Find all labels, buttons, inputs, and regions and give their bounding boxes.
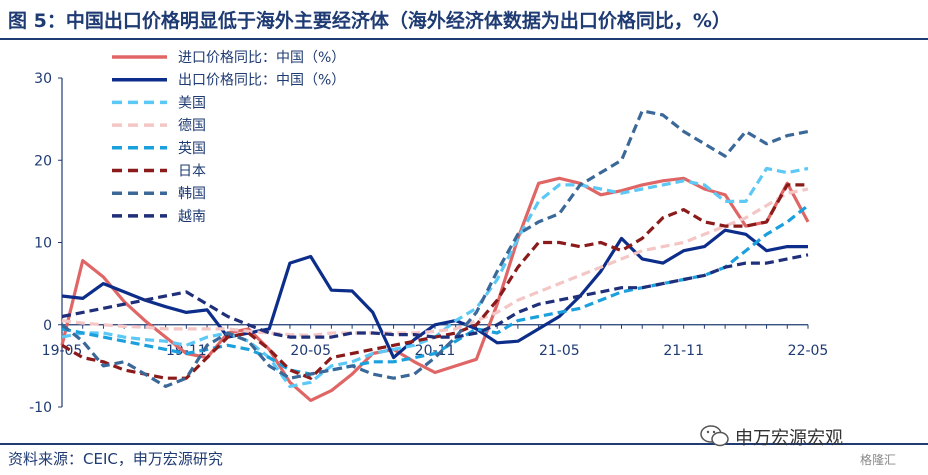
bottom-rule bbox=[0, 443, 928, 445]
legend-label: 韩国 bbox=[178, 186, 206, 202]
y-tick-label: 30 bbox=[34, 71, 52, 87]
legend-label: 出口价格同比：中国（%） bbox=[178, 73, 345, 89]
series-line bbox=[60, 176, 810, 402]
x-tick-label: 19-05 bbox=[42, 343, 83, 359]
y-tick-label: 10 bbox=[34, 236, 52, 252]
legend-label: 日本 bbox=[178, 164, 206, 180]
watermark-text: 申万宏源宏观 bbox=[735, 428, 843, 449]
legend-label: 英国 bbox=[178, 140, 206, 157]
legend-label: 美国 bbox=[178, 95, 206, 111]
source-note: 资料来源：CEIC，申万宏源研究 bbox=[8, 450, 223, 468]
wechat-icon bbox=[700, 425, 729, 447]
series-line bbox=[61, 228, 808, 360]
legend-label: 越南 bbox=[178, 209, 206, 225]
y-tick-label: -10 bbox=[29, 400, 52, 416]
series-line bbox=[61, 109, 809, 388]
x-tick-label: 21-11 bbox=[663, 343, 704, 359]
series-lines bbox=[60, 109, 810, 402]
series-line bbox=[61, 187, 809, 337]
x-tick-label: 20-05 bbox=[290, 343, 331, 359]
y-tick-label: 20 bbox=[34, 153, 52, 169]
x-tick-label: 21-05 bbox=[539, 343, 580, 359]
series-line bbox=[61, 253, 809, 339]
y-tick-label: 0 bbox=[43, 318, 52, 334]
x-tick-label: 22-05 bbox=[788, 343, 829, 359]
legend-label: 进口价格同比：中国（%） bbox=[178, 50, 345, 66]
chart-title: 图 5：中国出口价格明显低于海外主要经济体（海外经济体数据为出口价格同比，%） bbox=[8, 10, 731, 32]
watermark-secondary: 格隆汇 bbox=[860, 453, 897, 467]
legend-label: 德国 bbox=[178, 118, 206, 134]
title-rule bbox=[0, 38, 928, 40]
